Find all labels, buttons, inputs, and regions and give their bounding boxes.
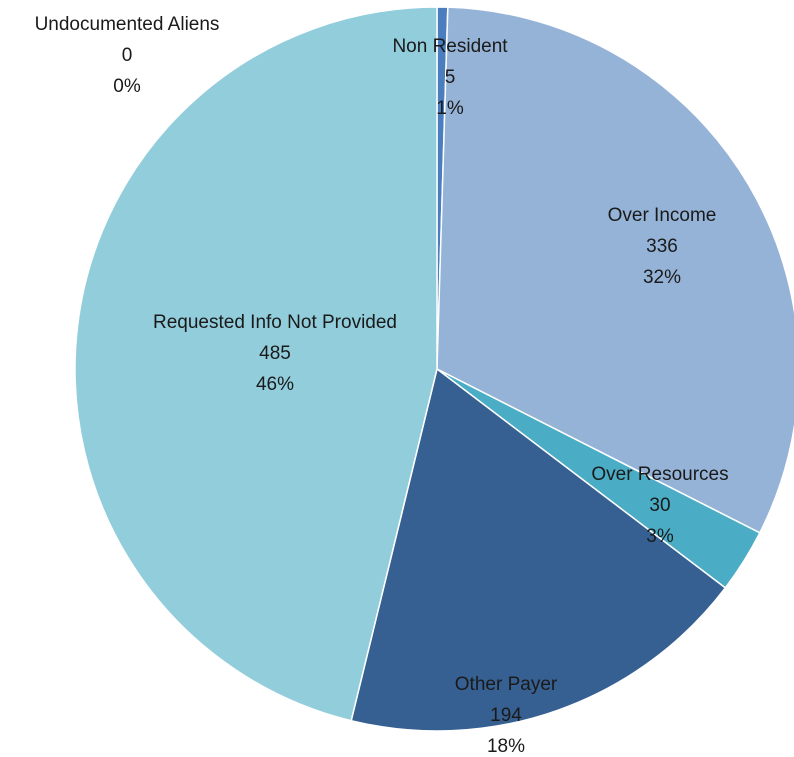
data-label-over-income: Over Income 336 32% [608,205,717,288]
data-label-requested-info-not-provided: Requested Info Not Provided 485 46% [153,312,397,395]
data-label-over-resources: Over Resources 30 3% [591,464,728,547]
data-label-other-payer: Other Payer 194 18% [455,674,558,757]
data-label-non-resident: Non Resident 5 1% [392,36,508,119]
slice-over-income [436,6,794,534]
data-label-undocumented-aliens: Undocumented Aliens 0 0% [35,14,220,97]
pie-slices [74,6,794,732]
slice-requested-info-not-provided [74,6,438,722]
pie-labels: Non Resident 5 1% Over Income 336 32% Over Res… [35,14,729,757]
slice-other-payer [350,367,727,732]
